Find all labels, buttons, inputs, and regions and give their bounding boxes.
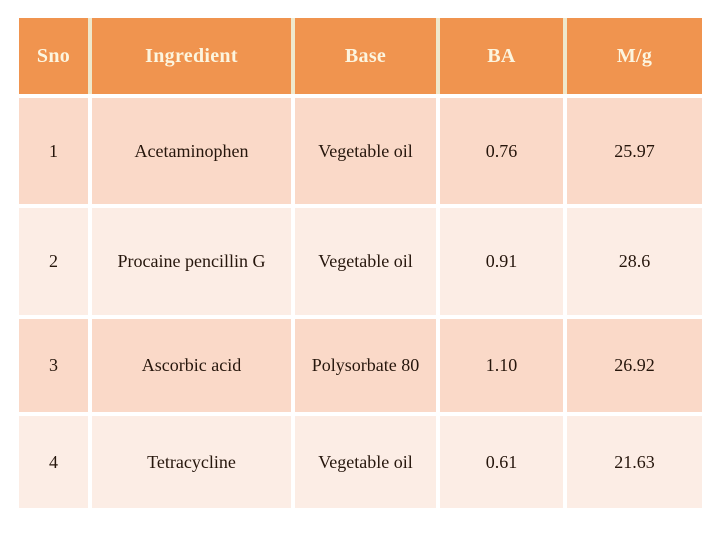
ingredients-table: Sno Ingredient Base BA M/g 1 Acetaminoph… [19,14,702,512]
table-row: 3 Ascorbic acid Polysorbate 80 1.10 26.9… [19,319,702,412]
cell-ingredient: Procaine pencillin G [88,208,291,315]
column-header-mg: M/g [563,18,702,94]
column-header-ba: BA [436,18,563,94]
cell-ingredient: Ascorbic acid [88,319,291,412]
cell-mg: 21.63 [563,416,702,508]
table-row: 4 Tetracycline Vegetable oil 0.61 21.63 [19,416,702,508]
cell-sno: 4 [19,416,88,508]
table-row: 2 Procaine pencillin G Vegetable oil 0.9… [19,208,702,315]
cell-base: Polysorbate 80 [291,319,436,412]
table-header: Sno Ingredient Base BA M/g [19,18,702,94]
column-header-base: Base [291,18,436,94]
cell-ba: 0.76 [436,98,563,204]
cell-mg: 26.92 [563,319,702,412]
header-row: Sno Ingredient Base BA M/g [19,18,702,94]
cell-ba: 0.91 [436,208,563,315]
table-body: 1 Acetaminophen Vegetable oil 0.76 25.97… [19,98,702,508]
table-row: 1 Acetaminophen Vegetable oil 0.76 25.97 [19,98,702,204]
cell-base: Vegetable oil [291,208,436,315]
cell-mg: 28.6 [563,208,702,315]
cell-mg: 25.97 [563,98,702,204]
column-header-sno: Sno [19,18,88,94]
cell-sno: 2 [19,208,88,315]
cell-sno: 3 [19,319,88,412]
cell-ba: 0.61 [436,416,563,508]
column-header-ingredient: Ingredient [88,18,291,94]
cell-base: Vegetable oil [291,416,436,508]
cell-sno: 1 [19,98,88,204]
cell-ingredient: Tetracycline [88,416,291,508]
cell-base: Vegetable oil [291,98,436,204]
cell-ingredient: Acetaminophen [88,98,291,204]
cell-ba: 1.10 [436,319,563,412]
